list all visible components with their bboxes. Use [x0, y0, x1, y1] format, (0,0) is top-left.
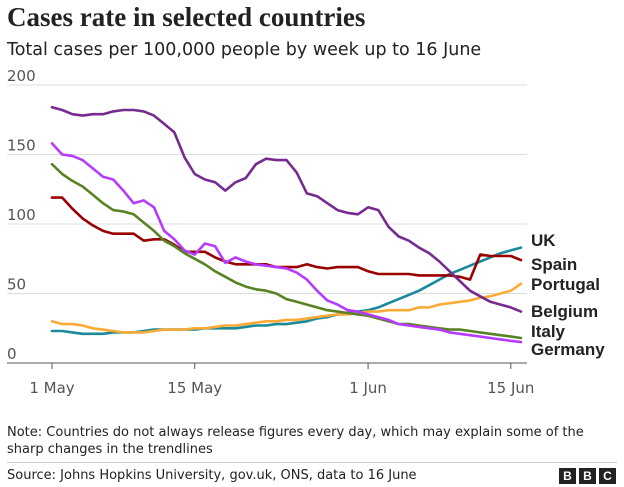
line-chart: 0 50 100 150 200 1 May 15 May 1 Jun 15 Jun UK Spai… — [7, 67, 605, 397]
series-label-portugal: Portugal — [531, 275, 600, 294]
chart-subtitle: Total cases per 100,000 people by week u… — [7, 40, 482, 60]
x-tick-label: 1 Jun — [349, 379, 387, 397]
chart-note: Note: Countries do not always release fi… — [7, 425, 584, 457]
x-tick-label: 15 May — [167, 379, 222, 397]
series-label-italy: Italy — [531, 322, 566, 341]
series-label-belgium: Belgium — [531, 302, 598, 321]
footer-divider — [7, 462, 617, 463]
series-line-germany — [50, 142, 523, 344]
x-tick-label: 15 Jun — [487, 379, 534, 397]
bbc-logo-block-1: B — [559, 468, 576, 484]
y-tick-label: 150 — [7, 137, 36, 155]
y-tick-label: 0 — [7, 345, 17, 363]
bbc-logo: B B C — [559, 468, 616, 484]
source-text: Source: Johns Hopkins University, gov.uk… — [7, 468, 417, 483]
series-label-spain: Spain — [531, 255, 577, 274]
y-tick-label: 100 — [7, 206, 36, 224]
series-line-portugal — [50, 282, 523, 334]
series-label-uk: UK — [531, 231, 556, 250]
bbc-logo-block-2: B — [579, 468, 596, 484]
series-line-italy — [50, 162, 523, 340]
chart-title: Cases rate in selected countries — [7, 2, 366, 32]
y-tick-label: 200 — [7, 67, 36, 85]
series-label-germany: Germany — [531, 340, 605, 359]
x-tick-label: 1 May — [29, 379, 74, 397]
bbc-logo-block-3: C — [599, 468, 616, 484]
y-tick-label: 50 — [7, 276, 26, 294]
series-line-belgium — [50, 105, 523, 313]
series-line-spain — [50, 196, 523, 281]
